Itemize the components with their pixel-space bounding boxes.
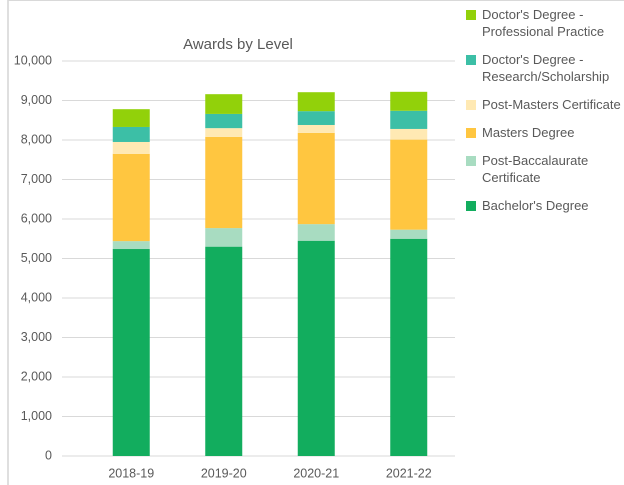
bar-segment — [297, 92, 335, 112]
legend-label: Masters Degree — [482, 125, 575, 140]
x-tick-label: 2019-20 — [201, 466, 247, 480]
y-tick-label: 3,000 — [21, 330, 52, 344]
legend-swatch — [466, 100, 476, 110]
y-tick-label: 9,000 — [21, 93, 52, 107]
bar-segment — [205, 136, 243, 229]
bar-segment — [112, 241, 150, 250]
legend-swatch — [466, 55, 476, 65]
bar-segment — [112, 153, 150, 242]
legend-label: Post-Masters Certificate — [482, 97, 621, 112]
bar-segment — [205, 128, 243, 137]
legend-label: Doctor's Degree - Research/Scholarship — [482, 52, 610, 84]
y-tick-label: 10,000 — [14, 53, 52, 67]
bar-segment — [112, 109, 150, 127]
y-tick-label: 8,000 — [21, 132, 52, 146]
x-tick-label: 2021-22 — [386, 466, 432, 480]
bar-segment — [205, 94, 243, 114]
bar-segment — [390, 110, 428, 129]
legend-item: Doctor's Degree - Professional Practice — [466, 6, 622, 40]
legend-label: Post-Baccalaurate Certificate — [482, 153, 589, 185]
y-tick-label: 2,000 — [21, 369, 52, 383]
legend-label: Doctor's Degree - Professional Practice — [482, 7, 605, 39]
y-tick-label: 0 — [45, 448, 52, 462]
x-tick-label: 2020-21 — [293, 466, 339, 480]
legend-item: Bachelor's Degree — [466, 197, 622, 214]
legend-swatch — [466, 128, 476, 138]
bar-segment — [205, 228, 243, 247]
bar-segment — [390, 128, 428, 140]
bar-segment — [112, 249, 150, 456]
bar-segment — [205, 113, 243, 129]
legend: Doctor's Degree - Professional Practice D… — [466, 6, 621, 225]
bar-segment — [390, 139, 428, 230]
y-tick-label: 5,000 — [21, 251, 52, 265]
legend-item: Post-Masters Certificate — [466, 96, 622, 113]
y-tick-label: 4,000 — [21, 290, 52, 304]
bar-segment — [112, 141, 150, 154]
legend-swatch — [466, 156, 476, 166]
bar-segment — [297, 124, 335, 133]
bar-segment — [390, 91, 428, 111]
y-tick-label: 6,000 — [21, 211, 52, 225]
legend-item: Post-Baccalaurate Certificate — [466, 152, 622, 186]
legend-item: Doctor's Degree - Research/Scholarship — [466, 51, 622, 85]
legend-swatch — [466, 10, 476, 20]
y-tick-label: 1,000 — [21, 409, 52, 423]
bar-segment — [112, 126, 150, 142]
bar-segment — [297, 240, 335, 456]
chart-title: Awards by Level — [183, 36, 293, 53]
legend-label: Bachelor's Degree — [482, 198, 589, 213]
legend-item: Masters Degree — [466, 124, 622, 141]
bar-segment — [297, 224, 335, 241]
bar-segment — [205, 246, 243, 456]
bar-segment — [297, 111, 335, 125]
x-tick-label: 2018-19 — [108, 466, 154, 480]
bar-segment — [390, 229, 428, 239]
y-tick-label: 7,000 — [21, 172, 52, 186]
legend-swatch — [466, 201, 476, 211]
bar-segment — [297, 132, 335, 225]
bar-segment — [390, 238, 428, 456]
